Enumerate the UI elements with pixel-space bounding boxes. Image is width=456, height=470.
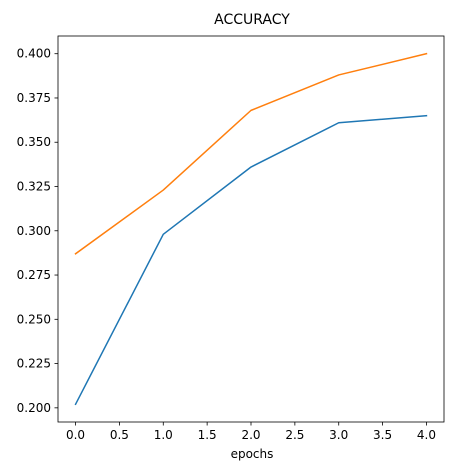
x-tick-label: 2.0 bbox=[241, 428, 260, 442]
y-tick-label: 0.400 bbox=[17, 47, 51, 61]
y-tick-label: 0.200 bbox=[17, 401, 51, 415]
x-tick-label: 4.0 bbox=[417, 428, 436, 442]
y-tick-label: 0.325 bbox=[17, 180, 51, 194]
x-tick-label: 1.0 bbox=[154, 428, 173, 442]
x-tick-label: 0.0 bbox=[66, 428, 85, 442]
x-tick-label: 1.5 bbox=[198, 428, 217, 442]
x-axis-label: epochs bbox=[231, 447, 274, 461]
y-tick-label: 0.225 bbox=[17, 357, 51, 371]
y-tick-label: 0.350 bbox=[17, 135, 51, 149]
series-line-1 bbox=[74, 114, 428, 406]
series-line-2 bbox=[74, 52, 428, 255]
plot-frame bbox=[57, 35, 445, 423]
chart-title: ACCURACY bbox=[214, 12, 290, 28]
y-tick-label: 0.300 bbox=[17, 224, 51, 238]
plot-area: 0.0 0.5 1.0 1.5 2.0 2.5 3.0 3.5 4.0 0.200 0.225 0.2… bbox=[17, 35, 445, 442]
y-tick-label: 0.275 bbox=[17, 268, 51, 282]
x-tick-label: 2.5 bbox=[285, 428, 304, 442]
x-tick-label: 3.0 bbox=[329, 428, 348, 442]
x-tick-label: 0.5 bbox=[110, 428, 129, 442]
y-tick-label: 0.250 bbox=[17, 312, 51, 326]
y-tick-label: 0.375 bbox=[17, 91, 51, 105]
x-tick-label: 3.5 bbox=[373, 428, 392, 442]
